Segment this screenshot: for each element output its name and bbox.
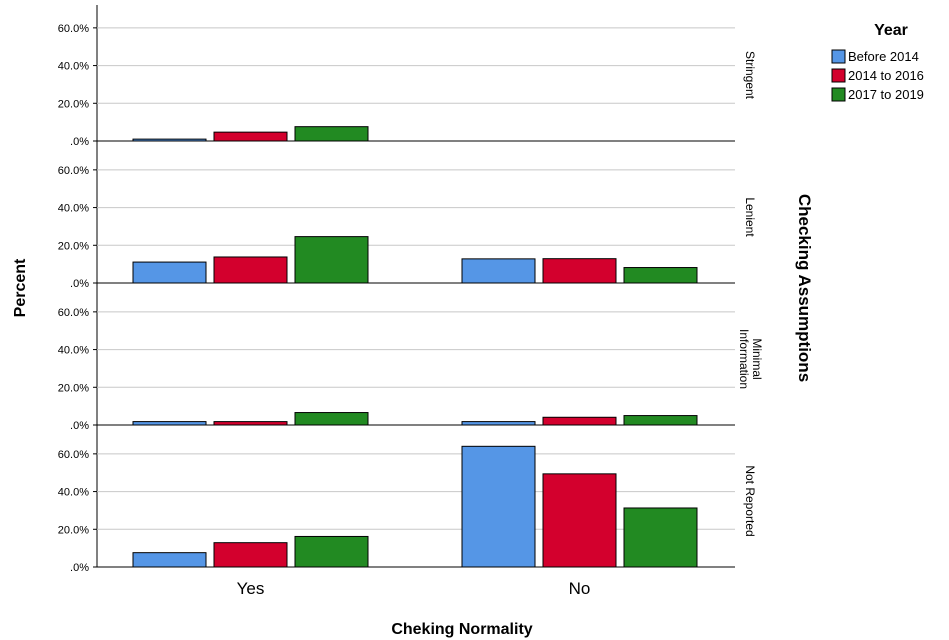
legend-swatch [831, 87, 846, 102]
bar [461, 258, 536, 284]
bar [542, 416, 617, 426]
legend-swatch [831, 68, 846, 83]
y-tick-label: 60.0% [58, 165, 89, 177]
y-tick-label: 20.0% [58, 524, 89, 536]
bar [213, 421, 288, 426]
bar [213, 131, 288, 142]
panel-label: MinimalInformation [737, 329, 764, 389]
legend-swatch [831, 49, 846, 64]
y-tick-label: .0% [70, 278, 89, 290]
y-axis-title: Percent [12, 258, 29, 317]
y-tick-label: 40.0% [58, 487, 89, 499]
bar [294, 126, 369, 142]
x-category-label: Yes [237, 579, 265, 598]
y-tick-label: 60.0% [58, 23, 89, 35]
panel-label: Lenient [743, 197, 757, 237]
bar [542, 258, 617, 284]
bar [623, 267, 698, 284]
x-axis-title: Cheking Normality [391, 621, 532, 638]
bar [132, 552, 207, 568]
panel-label: Stringent [743, 51, 757, 100]
legend-label: 2017 to 2019 [848, 87, 924, 102]
y-tick-label: 20.0% [58, 240, 89, 252]
legend-label: Before 2014 [848, 49, 919, 64]
bar [461, 421, 536, 426]
bar [132, 261, 207, 284]
y-tick-label: 60.0% [58, 449, 89, 461]
y-tick-label: 20.0% [58, 98, 89, 110]
bar [623, 415, 698, 426]
bar [294, 535, 369, 568]
y-tick-label: 40.0% [58, 61, 89, 73]
bar [294, 236, 369, 284]
y-tick-label: .0% [70, 136, 89, 148]
y-tick-label: 40.0% [58, 345, 89, 357]
bar [623, 507, 698, 568]
y-tick-label: .0% [70, 420, 89, 432]
legend-title: Year [874, 22, 908, 39]
y-tick-label: 60.0% [58, 307, 89, 319]
y-tick-label: 20.0% [58, 382, 89, 394]
panel-axis-title: Checking Assumptions [795, 194, 814, 382]
bar [132, 421, 207, 426]
bar [213, 542, 288, 568]
panel-label: Not Reported [743, 465, 757, 536]
bar [542, 473, 617, 568]
x-category-label: No [569, 579, 591, 598]
bar [294, 412, 369, 426]
y-tick-label: 40.0% [58, 203, 89, 215]
legend-label: 2014 to 2016 [848, 68, 924, 83]
bar [213, 256, 288, 284]
y-tick-label: .0% [70, 562, 89, 574]
bar [461, 445, 536, 568]
